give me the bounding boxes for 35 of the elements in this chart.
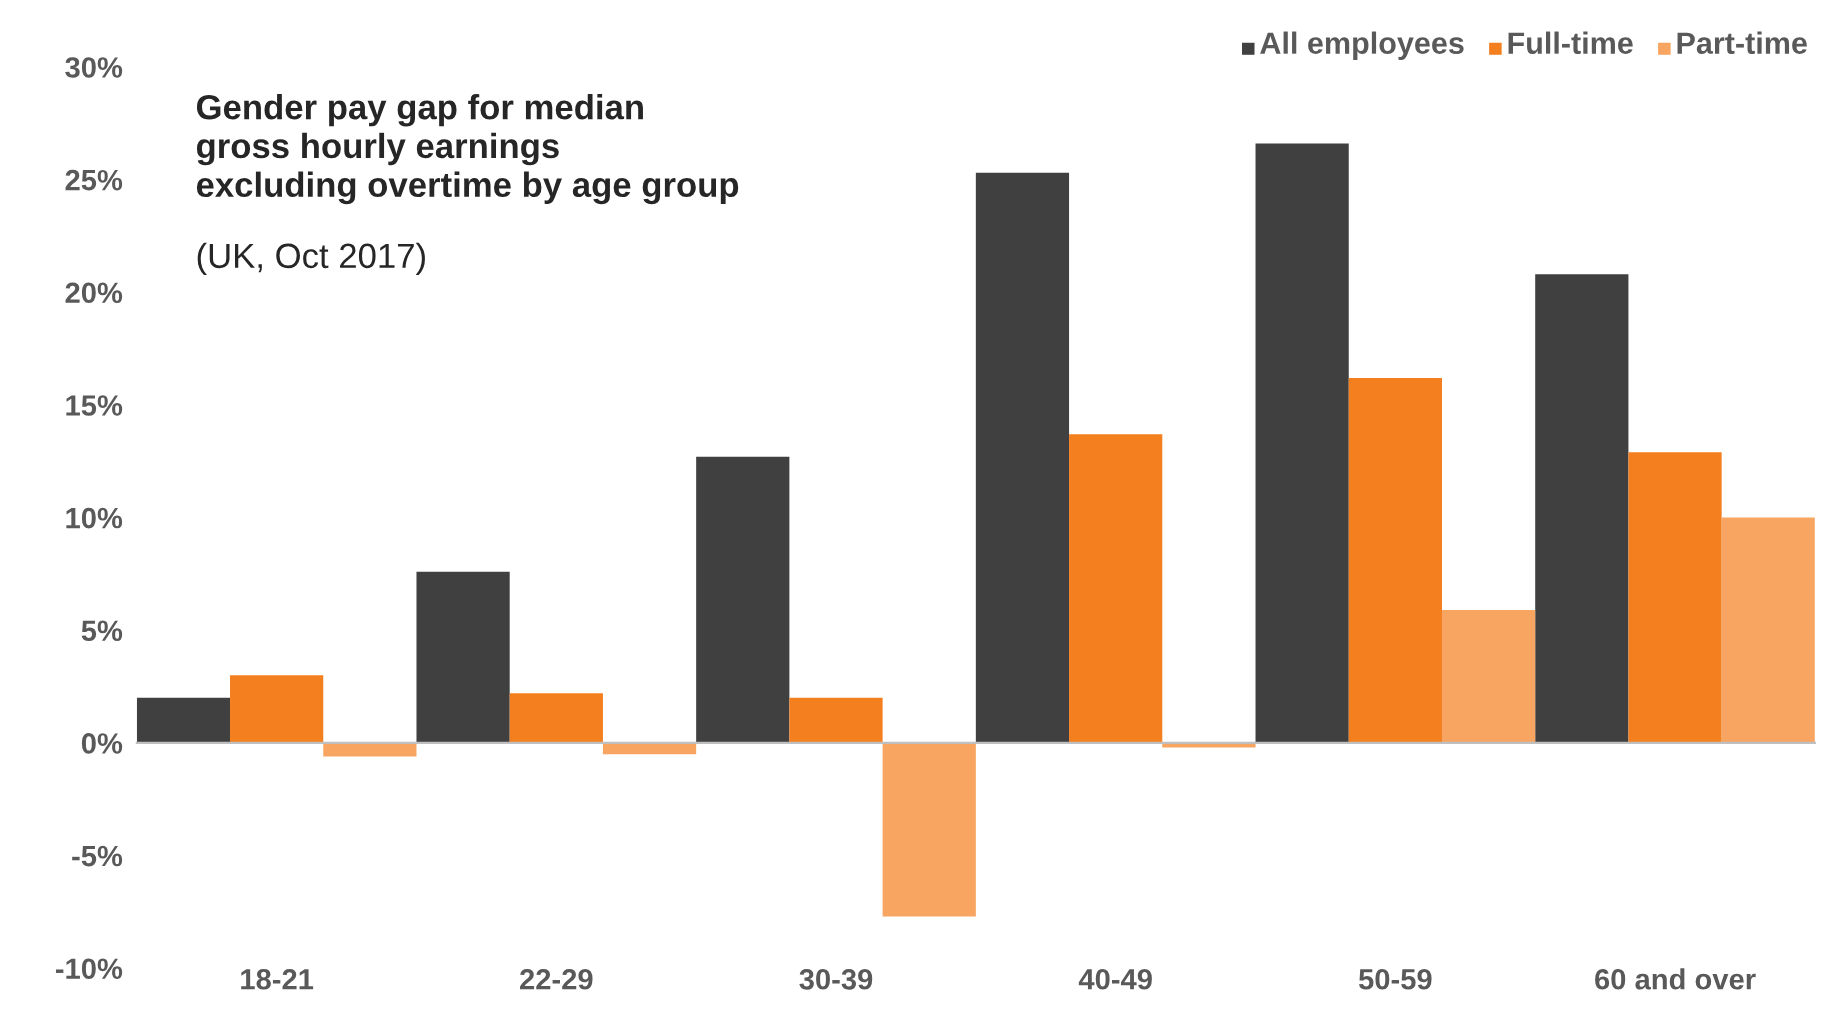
x-tick-label: 60 and over — [1595, 968, 1756, 990]
x-tick-label: 18-21 — [241, 968, 314, 990]
bar — [1535, 274, 1629, 743]
text: Gender pay gap for median gross hourly earnings excluding overtime by age group — [196, 93, 739, 205]
y-tick-label: 0% — [81, 733, 123, 754]
bar — [509, 693, 603, 743]
x-tick-label: 50-59 — [1358, 968, 1432, 990]
bar — [882, 742, 976, 917]
bar — [1255, 143, 1349, 743]
bar — [789, 697, 883, 743]
legend-label: Part-time — [1677, 31, 1807, 54]
y-tick-label: 30% — [65, 57, 123, 78]
x-tick-label: 30-39 — [799, 968, 873, 990]
y-tick-label: 15% — [66, 395, 123, 416]
bar — [1069, 434, 1163, 743]
bar — [1348, 377, 1442, 743]
bar — [696, 456, 790, 743]
bar — [975, 172, 1070, 743]
bar — [416, 571, 510, 743]
text: (UK, Oct 2017) — [197, 242, 425, 276]
bar — [1628, 452, 1722, 743]
y-tick-label: 25% — [65, 169, 123, 191]
legend-label: Full-time — [1508, 31, 1633, 54]
x-tick-label: 40-49 — [1078, 968, 1152, 990]
x-tick-label: 22-29 — [520, 968, 593, 990]
y-tick-label: -5% — [72, 845, 123, 867]
y-tick-label: 10% — [66, 507, 123, 529]
bar — [1441, 609, 1536, 743]
y-tick-label: 20% — [65, 282, 123, 304]
bar — [230, 675, 324, 743]
y-tick-label: 5% — [81, 620, 123, 642]
bar — [1721, 517, 1815, 743]
legend-label: All employees — [1260, 31, 1464, 61]
bar — [136, 697, 231, 743]
y-tick-label: -10% — [55, 958, 123, 980]
